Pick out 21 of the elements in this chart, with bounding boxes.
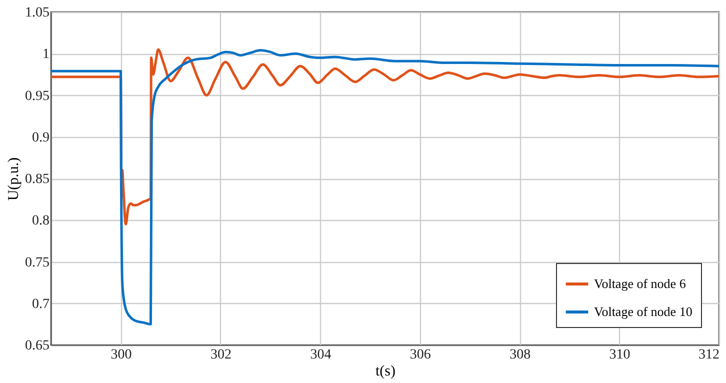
- line-series: [50, 49, 720, 326]
- y-tick-label: 0.8: [32, 214, 50, 229]
- x-tick-label: 306: [410, 348, 431, 362]
- y-tick-label: 0.7: [32, 296, 50, 312]
- x-tick-label: 312: [698, 348, 720, 362]
- y-tick-label: 0.95: [25, 88, 50, 104]
- y-tick-label: 1: [42, 47, 50, 62]
- y-tick-label: 1.05: [25, 6, 50, 20]
- y-tick-label: 0.75: [25, 255, 50, 270]
- x-tick-label: 304: [310, 348, 332, 362]
- x-tick-label: 310: [609, 348, 630, 362]
- legend-label: Voltage of node 10: [594, 304, 692, 319]
- y-tick-label: 0.65: [25, 338, 50, 354]
- x-tick-label: 308: [510, 348, 531, 362]
- x-axis-title: t(s): [376, 364, 396, 380]
- x-tick-label: 302: [210, 348, 232, 362]
- x-tick-label: 300: [110, 348, 132, 362]
- y-tick-label: 0.85: [25, 172, 50, 187]
- y-tick-label: 0.9: [32, 130, 50, 146]
- y-axis-title: U(p.u.): [6, 157, 22, 201]
- legend-label: Voltage of node 6: [594, 276, 686, 291]
